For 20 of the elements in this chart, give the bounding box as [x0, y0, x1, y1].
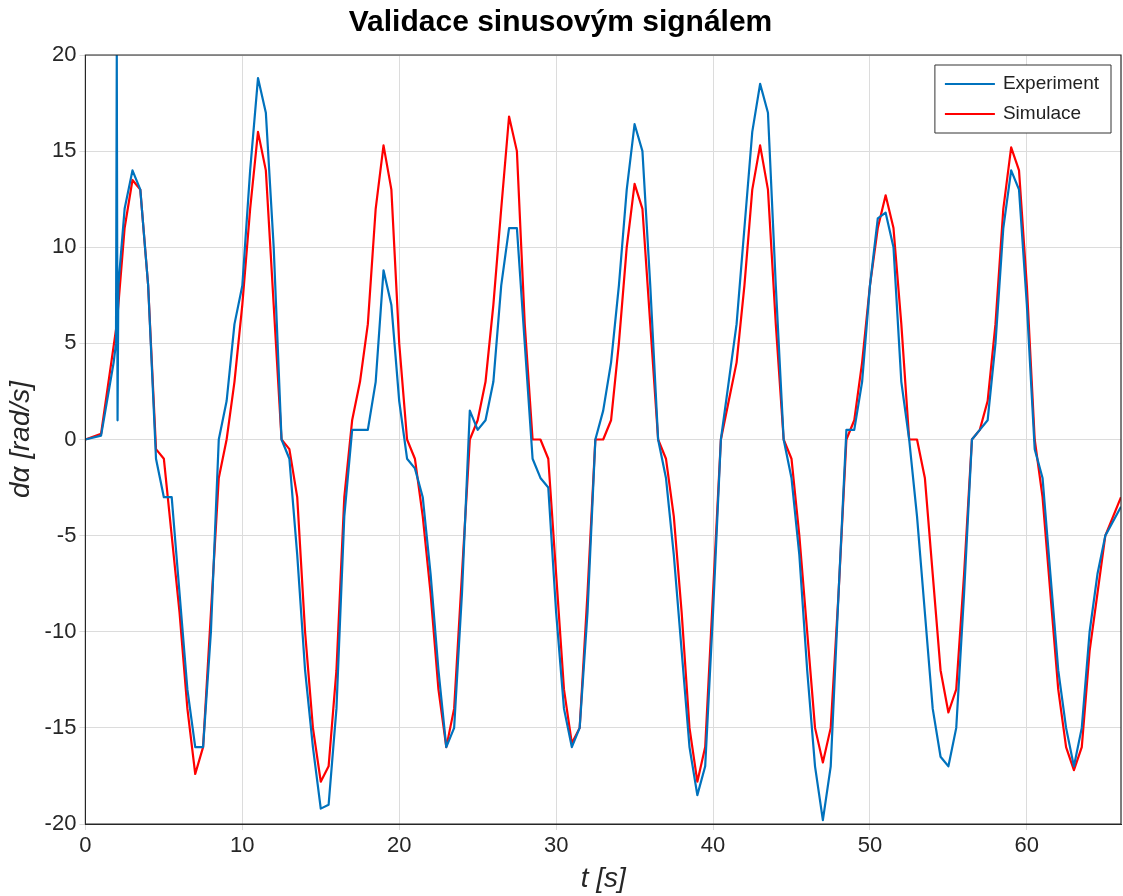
y-tick-label: 15 — [51, 137, 77, 163]
y-tick-label: -5 — [56, 521, 77, 547]
y-tick-label: -20 — [44, 810, 77, 836]
x-tick-label: 20 — [386, 832, 412, 858]
x-tick-label: 50 — [857, 832, 883, 858]
x-tick-label: 40 — [700, 832, 726, 858]
x-tick-label: 60 — [1014, 832, 1040, 858]
y-tick-label: -10 — [44, 617, 77, 643]
x-tick-label: 30 — [543, 832, 569, 858]
y-tick-label: 20 — [51, 41, 77, 67]
y-tick-label: 10 — [51, 233, 77, 259]
chart-title: Validace sinusovým signálem — [348, 4, 773, 38]
x-tick-label: 10 — [230, 832, 255, 858]
legend-label: Simulace — [1002, 102, 1082, 124]
y-tick-label: 5 — [64, 329, 77, 355]
legend-label: Experiment — [1002, 72, 1100, 94]
y-tick-label: -15 — [44, 713, 77, 739]
y-tick-label: 0 — [64, 425, 77, 451]
y-axis-title: dα [rad/s] — [3, 379, 35, 499]
x-axis-title: t [s] — [580, 862, 627, 893]
